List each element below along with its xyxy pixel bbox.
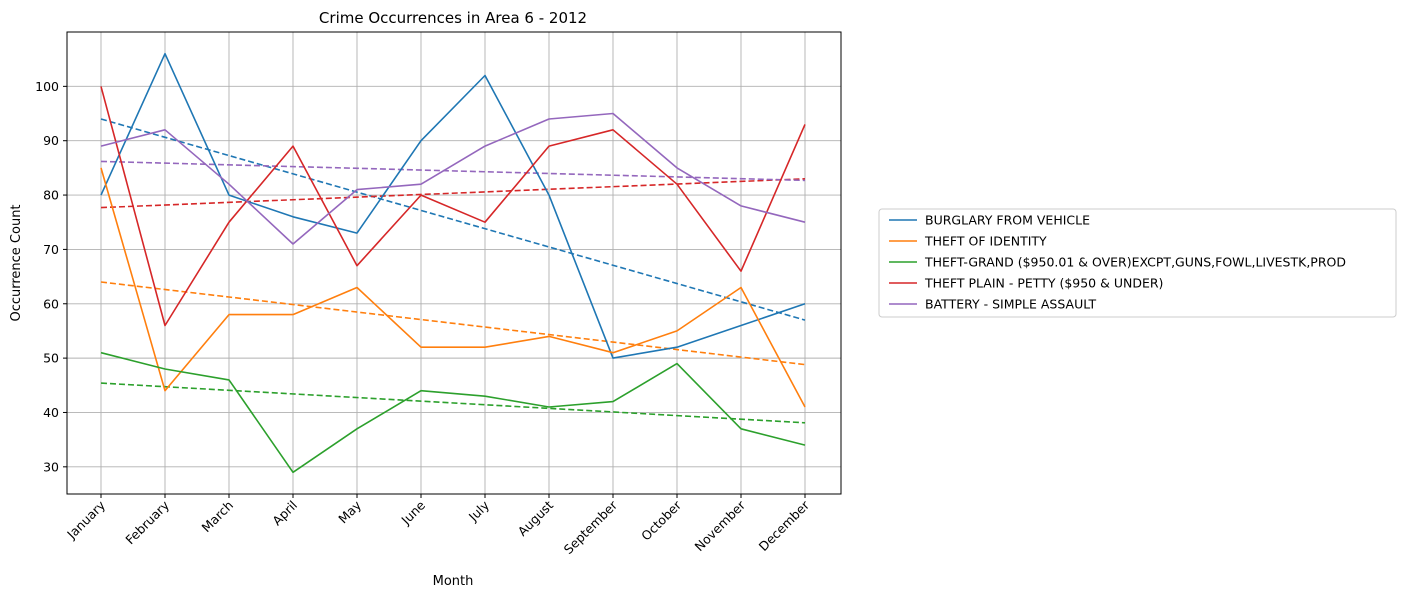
y-tick-label: 40: [43, 405, 59, 420]
y-axis-ticks: 30 40 50 60 70 80 90 100: [35, 79, 67, 474]
y-tick-label: 60: [43, 296, 59, 311]
y-tick-label: 80: [43, 188, 59, 203]
y-axis-label: Occurrence Count: [9, 204, 24, 321]
y-tick-label: 70: [43, 242, 59, 257]
x-tick-label: August: [515, 497, 557, 539]
series-lines: [100, 52, 806, 474]
series-line-0: [100, 52, 806, 359]
y-tick-label: 90: [43, 133, 59, 148]
x-tick-label: June: [398, 497, 429, 528]
x-tick-label: January: [63, 497, 108, 542]
legend-entry: THEFT OF IDENTITY: [924, 234, 1047, 249]
x-axis-ticks: January February March April May June July Augu…: [63, 494, 813, 557]
trendline-3: [100, 178, 806, 209]
series-line-4: [100, 112, 806, 245]
series-line-1: [100, 167, 806, 408]
trendline-4: [100, 160, 806, 182]
trendlines: [100, 118, 806, 424]
legend-box: [878, 208, 1397, 318]
y-tick-label: 50: [43, 351, 59, 366]
y-tick-label: 100: [35, 79, 59, 94]
plot-frame: [66, 31, 842, 495]
legend-entry: THEFT PLAIN - PETTY ($950 & UNDER): [924, 276, 1163, 291]
series-line-3: [100, 86, 806, 327]
x-tick-label: September: [561, 497, 621, 557]
trendline-1: [100, 281, 806, 366]
legend-entry: THEFT-GRAND ($950.01 & OVER)EXCPT,GUNS,F…: [924, 255, 1346, 270]
legend-entry: BATTERY - SIMPLE ASSAULT: [925, 297, 1096, 312]
x-tick-label: November: [692, 497, 749, 554]
x-tick-label: April: [269, 498, 300, 529]
x-tick-label: February: [122, 497, 172, 547]
trendline-2: [100, 382, 806, 424]
trendline-0: [100, 118, 806, 321]
legend: BURGLARY FROM VEHICLE THEFT OF IDENTITY TH…: [878, 208, 1397, 318]
x-tick-label: March: [199, 498, 237, 536]
chart-title: Crime Occurrences in Area 6 - 2012: [319, 9, 587, 27]
legend-entry: BURGLARY FROM VEHICLE: [925, 213, 1090, 228]
grid: [67, 32, 841, 494]
x-tick-label: October: [638, 497, 685, 544]
y-tick-label: 30: [43, 459, 59, 474]
x-axis-label: Month: [433, 574, 474, 589]
x-tick-label: December: [756, 497, 813, 554]
series-line-2: [100, 351, 806, 474]
x-tick-label: May: [335, 497, 364, 526]
x-tick-label: July: [465, 497, 493, 525]
